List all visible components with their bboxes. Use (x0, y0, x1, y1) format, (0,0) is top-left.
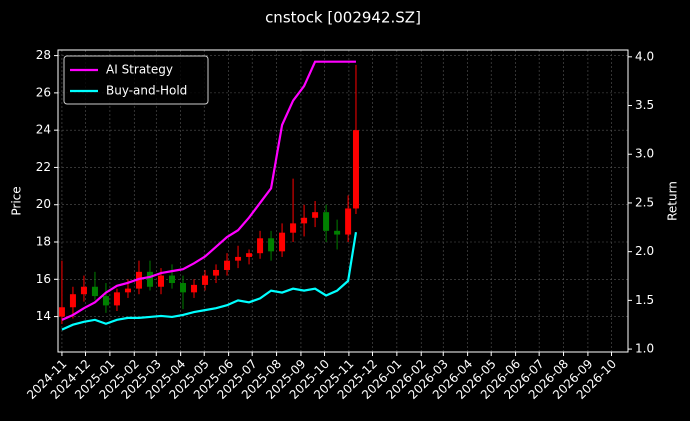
y2-tick-label: 4.0 (635, 49, 654, 63)
candle-body (102, 296, 109, 306)
candle-body (235, 256, 242, 261)
y-tick-label: 26 (36, 85, 51, 99)
candle-body (345, 208, 352, 235)
candle-body (91, 286, 98, 297)
candle-body (58, 307, 65, 317)
candle-body (69, 294, 76, 308)
candle-body (312, 212, 319, 218)
y-tick-label: 28 (36, 48, 51, 62)
candle-body (191, 284, 198, 293)
candle-body (352, 130, 359, 209)
candle-body (80, 286, 87, 295)
y2-tick-label: 1.5 (635, 293, 654, 307)
line-series (61, 231, 358, 331)
candle-body (180, 283, 187, 293)
y-tick-label: 22 (36, 160, 51, 174)
legend-label: Buy-and-Hold (106, 84, 187, 98)
y2-tick-label: 1.0 (635, 342, 654, 356)
plot-frame (57, 49, 629, 353)
candle-body (113, 292, 120, 306)
y-tick-label: 16 (36, 272, 51, 286)
y-tick-label: 18 (36, 235, 51, 249)
candle-body (279, 232, 286, 252)
candle-body (202, 275, 209, 285)
chart-title: cnstock [002942.SZ] (265, 9, 421, 27)
legend-box (63, 55, 209, 105)
candle-body (301, 217, 308, 224)
candle-body (246, 253, 253, 257)
y2-tick-label: 2.5 (635, 195, 654, 209)
candle-body (169, 275, 175, 284)
candle-body (334, 230, 341, 235)
candle-body (213, 269, 220, 276)
y-tick-label: 14 (36, 309, 51, 323)
candle-body (124, 288, 131, 293)
legend-label: AI Strategy (106, 63, 173, 77)
candle-body (290, 223, 297, 233)
candle-body (224, 260, 231, 270)
y2-tick-label: 3.5 (635, 98, 654, 112)
candle-body (157, 275, 164, 287)
y2-tick-label: 2.0 (635, 244, 654, 258)
candle-body (323, 212, 330, 231)
y-axis-label: Price (10, 186, 24, 215)
y-tick-label: 24 (36, 123, 51, 137)
y-tick-label: 20 (36, 197, 51, 211)
candle-body (268, 238, 275, 252)
candle-body (146, 271, 153, 287)
line-series (61, 60, 356, 321)
candle-body (135, 271, 142, 289)
y2-tick-label: 3.0 (635, 147, 654, 161)
candle-body (257, 238, 264, 254)
y2-axis-label: Return (666, 181, 680, 221)
